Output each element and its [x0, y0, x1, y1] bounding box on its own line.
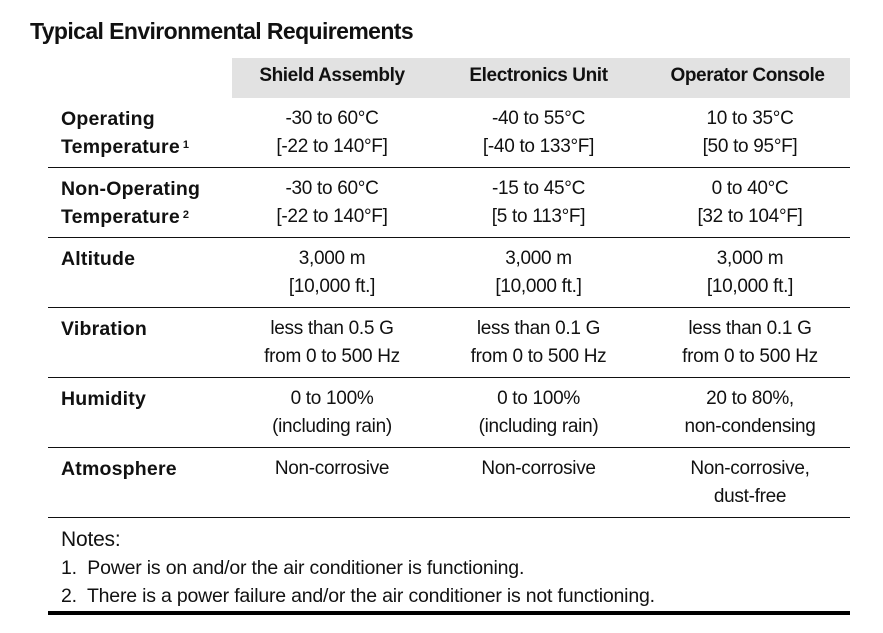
table-row: Non-Operating Temperature 2 -30 to 60°C [-22… — [48, 167, 850, 238]
table-cell: 3,000 m [10,000 ft.] — [645, 245, 855, 301]
row-label: Humidity — [61, 385, 146, 413]
row-label: Non-Operating Temperature 2 — [61, 175, 200, 231]
table-cell: 0 to 100% (including rain) — [432, 385, 645, 441]
table-cell: 20 to 80%, non-condensing — [645, 385, 855, 441]
cell-line: 10 to 35°C — [706, 108, 794, 129]
cell-line: Non-corrosive — [274, 458, 390, 479]
table-cell: -40 to 55°C [-40 to 133°F] — [432, 105, 645, 161]
cell-line: [-40 to 133°F] — [482, 136, 595, 157]
row-label: Operating Temperature 1 — [61, 105, 189, 161]
table-cell: 3,000 m [10,000 ft.] — [432, 245, 645, 301]
cell-line: 3,000 m — [505, 248, 572, 269]
row-label-line: Altitude — [61, 248, 136, 270]
footnote-marker: 2 — [182, 209, 190, 221]
cell-line: [10,000 ft.] — [288, 276, 376, 297]
table-cell: less than 0.5 G from 0 to 500 Hz — [232, 315, 432, 371]
table-header-band — [232, 58, 850, 98]
table-cell: less than 0.1 G from 0 to 500 Hz — [432, 315, 645, 371]
cell-line: [10,000 ft.] — [495, 276, 582, 297]
table-cell: -30 to 60°C [-22 to 140°F] — [232, 105, 432, 161]
cell-line: [32 to 104°F] — [697, 206, 803, 227]
column-header-electronics-unit: Electronics Unit — [469, 65, 608, 86]
table-cell: 0 to 40°C [32 to 104°F] — [645, 175, 855, 231]
cell-line: less than 0.1 G — [476, 318, 601, 339]
cell-line: [5 to 113°F] — [491, 206, 586, 227]
cell-line: Non-corrosive, — [690, 458, 810, 479]
cell-line: 3,000 m — [716, 248, 784, 269]
cell-line: [10,000 ft.] — [706, 276, 794, 297]
row-label-line: Vibration — [61, 318, 147, 340]
note-2: 2. There is a power failure and/or the a… — [61, 585, 655, 607]
row-label-line: Temperature — [61, 206, 180, 228]
page-title: Typical Environmental Requirements — [30, 18, 414, 44]
cell-line: from 0 to 500 Hz — [264, 346, 400, 367]
cell-line: (including rain) — [478, 416, 599, 437]
cell-line: [-22 to 140°F] — [276, 206, 388, 227]
row-label: Vibration — [61, 315, 147, 343]
table-cell: 0 to 100% (including rain) — [232, 385, 432, 441]
note-1: 1. Power is on and/or the air conditione… — [61, 557, 525, 579]
table-cell: Non-corrosive — [232, 455, 432, 483]
cell-line: -30 to 60°C — [285, 178, 379, 199]
cell-line: 0 to 40°C — [711, 178, 789, 199]
cell-line: -40 to 55°C — [491, 108, 586, 129]
table-cell: -30 to 60°C [-22 to 140°F] — [232, 175, 432, 231]
notes-heading: Notes: — [61, 528, 121, 551]
cell-line: 0 to 100% — [290, 388, 374, 409]
notes: Notes: 1. Power is on and/or the air con… — [61, 526, 655, 610]
row-label-line: Operating — [61, 108, 155, 130]
row-label: Altitude — [61, 245, 135, 273]
table-cell: Non-corrosive, dust-free — [645, 455, 855, 511]
cell-line: 20 to 80%, — [706, 388, 794, 409]
cell-line: 0 to 100% — [497, 388, 580, 409]
table-cell: Non-corrosive — [432, 455, 645, 483]
row-label-line: Non-Operating — [61, 178, 201, 200]
cell-line: -15 to 45°C — [491, 178, 586, 199]
cell-line: less than 0.5 G — [270, 318, 394, 339]
table-cell: less than 0.1 G from 0 to 500 Hz — [645, 315, 855, 371]
cell-line: dust-free — [713, 486, 787, 507]
table-row: Operating Temperature 1 -30 to 60°C [-22 to … — [48, 97, 850, 168]
footnote-marker: 1 — [182, 139, 190, 151]
cell-line: from 0 to 500 Hz — [682, 346, 818, 367]
row-label-line: Atmosphere — [61, 458, 177, 480]
cell-line: Non-corrosive — [481, 458, 596, 479]
row-label: Atmosphere — [61, 455, 177, 483]
cell-line: 3,000 m — [298, 248, 366, 269]
cell-line: non-condensing — [684, 416, 816, 437]
cell-line: less than 0.1 G — [688, 318, 812, 339]
row-label-line: Humidity — [61, 388, 147, 410]
bottom-rule — [48, 611, 850, 615]
row-label-line: Temperature — [61, 136, 180, 158]
cell-line: [50 to 95°F] — [702, 136, 798, 157]
column-header-shield-assembly: Shield Assembly — [259, 65, 405, 86]
table-row: Atmosphere Non-corrosive Non-corrosive Non-… — [48, 447, 850, 518]
cell-line: (including rain) — [272, 416, 392, 437]
cell-line: [-22 to 140°F] — [276, 136, 388, 157]
cell-line: -30 to 60°C — [285, 108, 379, 129]
table-row: Humidity 0 to 100% (including rain) 0 to 10… — [48, 377, 850, 448]
table-cell: 10 to 35°C [50 to 95°F] — [645, 105, 855, 161]
table-cell: 3,000 m [10,000 ft.] — [232, 245, 432, 301]
table-row: Vibration less than 0.5 G from 0 to 500 Hz… — [48, 307, 850, 378]
cell-line: from 0 to 500 Hz — [470, 346, 607, 367]
column-header-operator-console: Operator Console — [670, 65, 825, 86]
table-row: Altitude 3,000 m [10,000 ft.] 3,000 m [10,00… — [48, 237, 850, 308]
table-cell: -15 to 45°C [5 to 113°F] — [432, 175, 645, 231]
